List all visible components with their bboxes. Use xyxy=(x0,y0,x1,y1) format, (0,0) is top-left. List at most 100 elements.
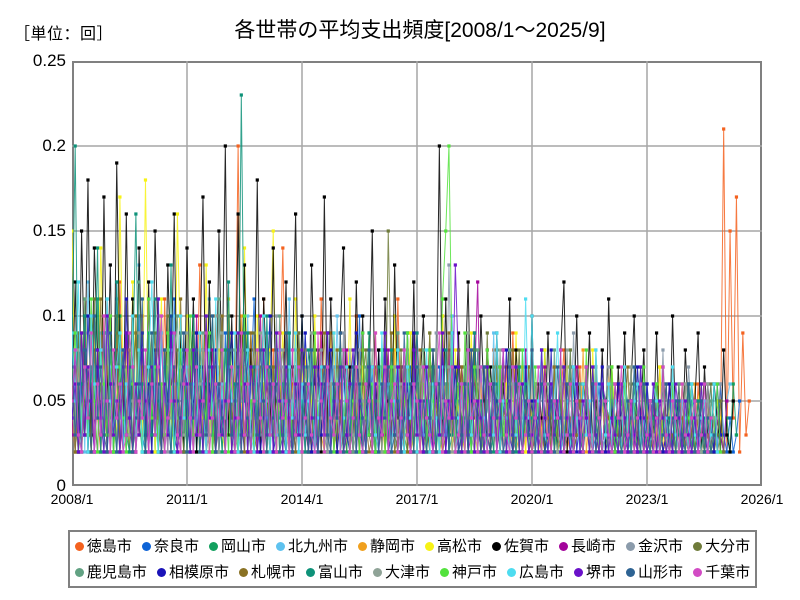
data-point xyxy=(715,433,719,437)
x-tick-label: 2011/1 xyxy=(166,491,208,507)
data-point xyxy=(258,399,263,403)
data-point xyxy=(450,331,454,335)
data-point xyxy=(364,382,368,386)
data-point xyxy=(370,229,374,233)
data-point xyxy=(440,297,445,301)
legend-item-相模原市[interactable]: 相模原市 xyxy=(156,565,229,580)
data-point xyxy=(373,433,378,437)
data-point xyxy=(335,416,339,420)
data-point xyxy=(715,450,719,454)
data-point xyxy=(319,399,323,403)
data-point xyxy=(357,365,362,369)
legend-item-札幌市[interactable]: 札幌市 xyxy=(238,565,296,580)
data-point xyxy=(524,365,528,369)
data-point xyxy=(325,433,330,437)
data-point xyxy=(393,450,397,454)
data-point xyxy=(169,314,173,318)
data-point xyxy=(508,382,512,386)
data-point xyxy=(654,331,659,335)
legend-item-千葉市[interactable]: 千葉市 xyxy=(693,565,750,580)
data-point xyxy=(172,212,176,216)
data-point xyxy=(361,365,365,369)
data-point xyxy=(619,416,624,420)
data-point xyxy=(524,433,528,437)
legend-item-金沢市[interactable]: 金沢市 xyxy=(626,539,683,554)
data-point xyxy=(476,382,480,386)
data-point xyxy=(322,416,326,420)
legend-item-奈良市[interactable]: 奈良市 xyxy=(141,539,199,554)
legend-item-山形市[interactable]: 山形市 xyxy=(626,565,683,580)
data-point xyxy=(539,450,544,454)
legend-item-岡山市[interactable]: 岡山市 xyxy=(208,539,266,554)
data-point xyxy=(102,399,106,403)
legend-item-神戸市[interactable]: 神戸市 xyxy=(440,565,497,580)
data-point xyxy=(699,433,703,437)
data-point xyxy=(313,331,317,335)
data-point xyxy=(415,399,419,403)
data-point xyxy=(702,433,707,437)
legend-item-徳島市[interactable]: 徳島市 xyxy=(74,539,132,554)
data-point xyxy=(456,331,461,335)
data-point xyxy=(472,365,477,369)
legend-item-鹿児島市[interactable]: 鹿児島市 xyxy=(74,565,147,580)
data-point xyxy=(191,450,195,454)
data-point xyxy=(348,433,352,437)
data-point xyxy=(300,399,304,403)
legend-item-大分市[interactable]: 大分市 xyxy=(693,539,750,554)
data-point xyxy=(460,382,464,386)
data-point xyxy=(399,450,403,454)
legend-item-広島市[interactable]: 広島市 xyxy=(507,565,564,580)
data-point xyxy=(530,433,534,437)
data-point xyxy=(252,365,256,369)
data-point xyxy=(670,433,675,437)
data-point xyxy=(230,416,234,420)
data-point xyxy=(294,382,298,386)
data-point xyxy=(699,399,703,403)
data-point xyxy=(629,433,633,437)
data-point xyxy=(172,382,176,386)
data-point xyxy=(424,399,429,403)
data-point xyxy=(415,450,419,454)
data-point xyxy=(380,365,384,369)
data-point xyxy=(236,348,240,352)
data-point xyxy=(559,348,563,352)
legend-label: 大津市 xyxy=(384,563,430,581)
data-point xyxy=(466,416,470,420)
data-point xyxy=(389,433,394,437)
legend-item-大津市[interactable]: 大津市 xyxy=(372,563,430,581)
data-point xyxy=(402,416,406,420)
data-point xyxy=(504,365,509,369)
legend-item-富山市[interactable]: 富山市 xyxy=(305,565,363,580)
data-point xyxy=(239,331,243,335)
data-point xyxy=(600,399,604,403)
legend-item-長崎市[interactable]: 長崎市 xyxy=(559,539,616,554)
data-point xyxy=(258,314,263,318)
data-point xyxy=(83,382,87,386)
data-point xyxy=(476,399,480,403)
x-tick-label: 2026/1 xyxy=(740,491,784,507)
data-point xyxy=(549,433,553,437)
data-point xyxy=(460,365,464,369)
legend-item-堺市[interactable]: 堺市 xyxy=(574,565,616,580)
data-point xyxy=(182,416,186,420)
data-point xyxy=(386,416,390,420)
data-point xyxy=(498,365,502,369)
data-point xyxy=(616,365,620,369)
data-point xyxy=(396,399,400,403)
data-point xyxy=(651,450,655,454)
data-point xyxy=(319,450,323,454)
data-point xyxy=(163,382,167,386)
data-point xyxy=(319,297,323,301)
data-point xyxy=(444,348,448,352)
data-point xyxy=(693,450,697,454)
data-point xyxy=(207,331,211,335)
data-point xyxy=(72,416,74,420)
data-point xyxy=(265,348,269,352)
legend-item-高松市[interactable]: 高松市 xyxy=(425,539,482,554)
legend-item-佐賀市[interactable]: 佐賀市 xyxy=(492,539,549,554)
data-point xyxy=(383,416,387,420)
legend-item-静岡市[interactable]: 静岡市 xyxy=(357,539,415,554)
legend-item-北九州市[interactable]: 北九州市 xyxy=(275,539,348,554)
data-point xyxy=(194,382,199,386)
data-point xyxy=(297,450,301,454)
